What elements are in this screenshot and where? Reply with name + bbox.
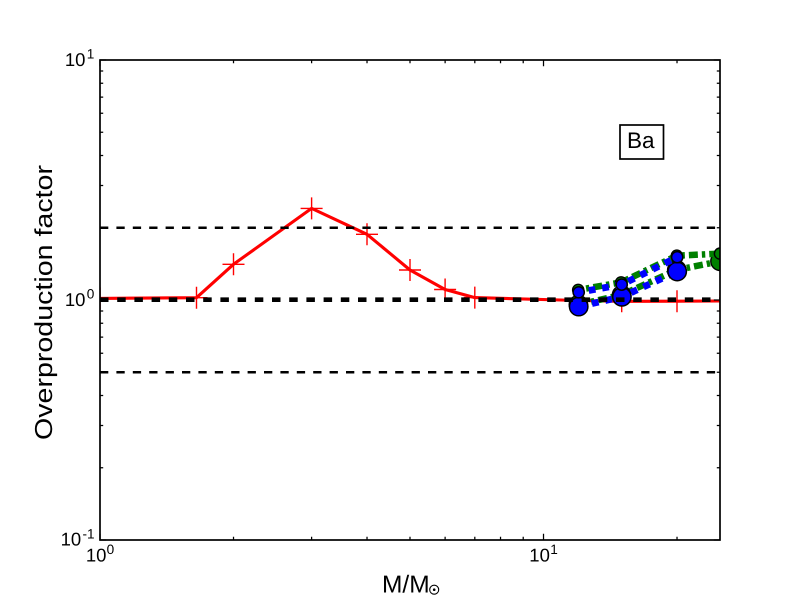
svg-text:1: 1 [87, 47, 95, 62]
svg-text:-1: -1 [83, 526, 95, 541]
svg-text:1: 1 [550, 542, 558, 557]
svg-text:0: 0 [107, 542, 115, 557]
svg-text:10: 10 [61, 529, 82, 550]
svg-text:10: 10 [529, 545, 550, 566]
svg-text:Ba: Ba [627, 128, 655, 153]
svg-text:Overproduction factor: Overproduction factor [31, 165, 58, 440]
svg-text:0: 0 [87, 287, 95, 302]
svg-text:10: 10 [86, 545, 107, 566]
svg-text:M/M: M/M [382, 571, 430, 598]
svg-text:10: 10 [65, 289, 86, 310]
svg-text:10: 10 [65, 49, 86, 70]
